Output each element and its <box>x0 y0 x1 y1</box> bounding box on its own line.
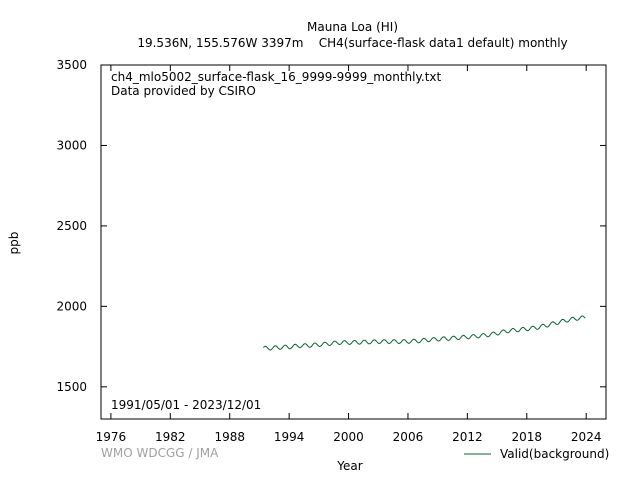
y-tick-label: 3500 <box>56 58 87 72</box>
y-tick-label: 2500 <box>56 219 87 233</box>
x-tick-label: 2000 <box>333 430 364 444</box>
x-tick-label: 2006 <box>393 430 424 444</box>
plot-frame <box>100 64 607 420</box>
x-tick-label: 2012 <box>452 430 483 444</box>
y-axis-label: ppb <box>7 232 21 255</box>
x-axis-label: Year <box>336 459 362 473</box>
annotation-date-range: 1991/05/01 - 2023/12/01 <box>111 398 261 412</box>
series-line-valid-background <box>263 315 586 351</box>
y-tick-label: 3000 <box>56 138 87 152</box>
x-tick-label: 2024 <box>571 430 602 444</box>
chart-title: Mauna Loa (HI) <box>307 20 398 34</box>
x-tick-label: 2018 <box>512 430 543 444</box>
y-tick-label: 1500 <box>56 380 87 394</box>
chart-subtitle: 19.536N, 155.576W 3397m CH4(surface-flas… <box>137 36 568 50</box>
annotation-filename: ch4_mlo5002_surface-flask_16_9999-9999_m… <box>111 70 442 84</box>
x-tick-label: 1988 <box>214 430 245 444</box>
annotation-provider: Data provided by CSIRO <box>111 84 256 98</box>
legend-label: Valid(background) <box>500 447 609 461</box>
x-tick-label: 1982 <box>155 430 186 444</box>
x-tick-label: 1994 <box>274 430 305 444</box>
x-tick-label: 1976 <box>96 430 127 444</box>
credit-text: WMO WDCGG / JMA <box>101 446 219 460</box>
y-tick-label: 2000 <box>56 299 87 313</box>
